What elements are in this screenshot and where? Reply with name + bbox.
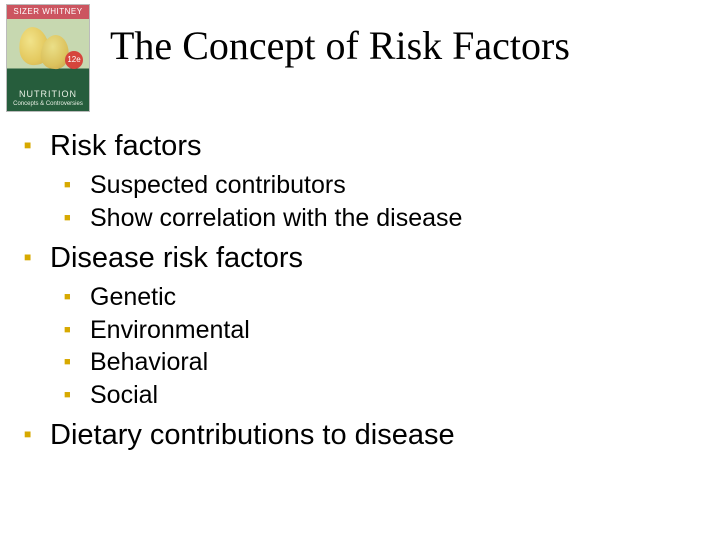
list-item: Disease risk factors Genetic Environment… [24,240,700,411]
list-item: Risk factors Suspected contributors Show… [24,128,700,234]
bullet-text: Behavioral [90,348,208,376]
cover-subtitle: Concepts & Controversies [7,101,89,107]
slide: SIZER WHITNEY 12e NUTRITION Concepts & C… [0,0,720,540]
bullet-list: Risk factors Suspected contributors Show… [24,128,700,454]
list-item: Show correlation with the disease [64,202,700,235]
bullet-text: Social [90,381,158,409]
bullet-text: Show correlation with the disease [90,204,462,232]
list-item: Dietary contributions to disease [24,417,700,454]
bullet-text: Environmental [90,316,250,344]
sub-list: Genetic Environmental Behavioral Social [50,281,700,411]
bullet-text: Risk factors [50,130,201,162]
bullet-text: Genetic [90,283,176,311]
sub-list: Suspected contributors Show correlation … [50,169,700,234]
book-cover-thumbnail: SIZER WHITNEY 12e NUTRITION Concepts & C… [6,4,90,112]
bullet-text: Disease risk factors [50,242,303,274]
bullet-text: Suspected contributors [90,171,346,199]
cover-title: NUTRITION [7,89,89,99]
list-item: Environmental [64,314,700,347]
slide-content: Risk factors Suspected contributors Show… [24,128,700,460]
list-item: Suspected contributors [64,169,700,202]
edition-badge: 12e [65,51,83,69]
slide-title: The Concept of Risk Factors [110,22,710,69]
cover-text: NUTRITION Concepts & Controversies [7,89,89,107]
list-item: Behavioral [64,346,700,379]
bullet-text: Dietary contributions to disease [50,419,455,451]
list-item: Genetic [64,281,700,314]
list-item: Social [64,379,700,412]
cover-banner: SIZER WHITNEY [7,5,89,19]
